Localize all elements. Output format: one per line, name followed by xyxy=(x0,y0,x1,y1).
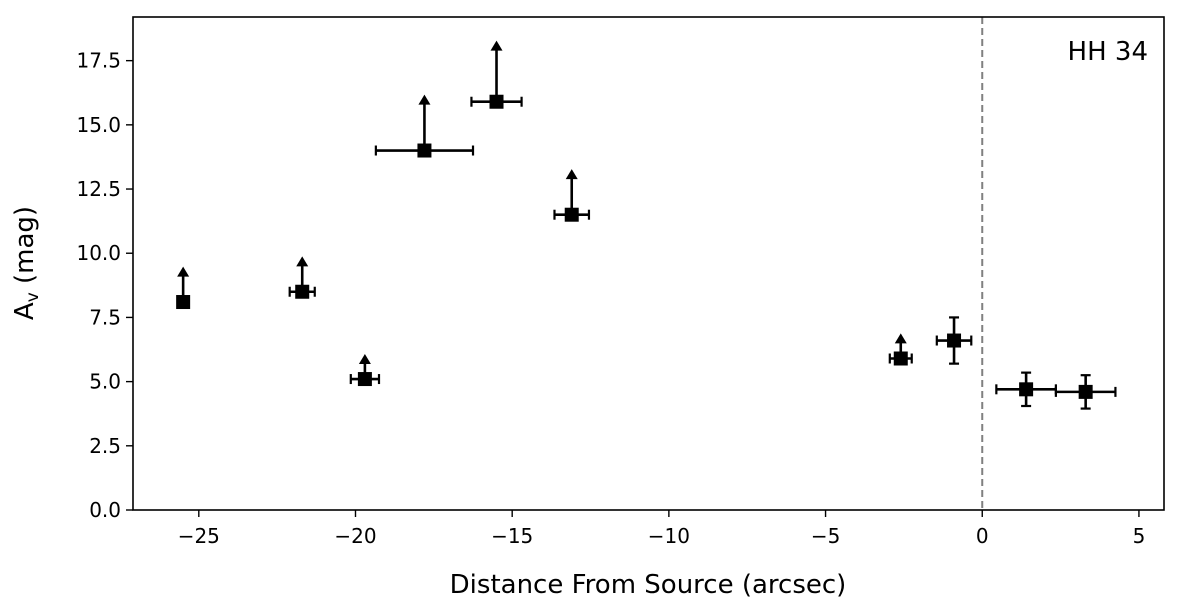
data-point xyxy=(888,333,913,366)
lower-limit-arrow-head xyxy=(177,266,190,277)
y-tick-label: 10.0 xyxy=(76,241,121,265)
data-point xyxy=(374,94,475,158)
x-tick-label: −25 xyxy=(178,524,220,548)
square-marker xyxy=(295,284,310,299)
lower-limit-arrow-head xyxy=(565,169,578,180)
data-point xyxy=(553,169,591,222)
plot-frame xyxy=(132,16,1165,511)
data-point xyxy=(176,266,191,310)
chart-marks xyxy=(176,17,1117,510)
square-marker xyxy=(564,207,579,222)
x-tick-label: −15 xyxy=(491,524,533,548)
panel-annotation: HH 34 xyxy=(1068,37,1148,67)
square-marker xyxy=(893,351,908,366)
y-axis: 0.0 2.5 5.0 7.5 10.0 12.5 15.0 17.5 xyxy=(76,49,133,522)
data-point xyxy=(470,40,523,109)
y-tick-label: 0.0 xyxy=(89,498,121,522)
lower-limit-arrow-head xyxy=(894,333,907,344)
lower-limit-arrow-head xyxy=(490,40,503,51)
y-tick-label: 7.5 xyxy=(89,305,121,329)
square-marker xyxy=(947,333,962,348)
x-tick-label: −5 xyxy=(811,524,840,548)
y-axis-title: Av (mag) xyxy=(10,206,43,320)
data-point xyxy=(288,256,316,299)
y-tick-label: 5.0 xyxy=(89,370,121,394)
x-axis: −25 −20 −15 −10 −5 0 5 xyxy=(178,510,1146,548)
y-tick-label: 2.5 xyxy=(89,434,121,458)
x-tick-label: −20 xyxy=(334,524,376,548)
square-marker xyxy=(176,295,191,310)
square-marker xyxy=(1019,382,1034,397)
data-point xyxy=(995,371,1057,408)
x-tick-label: −10 xyxy=(648,524,690,548)
y-tick-label: 12.5 xyxy=(76,177,121,201)
y-tick-label: 17.5 xyxy=(76,49,121,73)
x-axis-title: Distance From Source (arcsec) xyxy=(450,570,847,600)
lower-limit-arrow-head xyxy=(418,94,431,105)
x-tick-label: 5 xyxy=(1133,524,1146,548)
data-point xyxy=(1054,374,1117,410)
square-marker xyxy=(417,143,432,158)
lower-limit-arrow-head xyxy=(358,353,371,364)
lower-limit-arrow-head xyxy=(296,256,309,267)
x-tick-label: 0 xyxy=(976,524,989,548)
square-marker xyxy=(357,372,372,387)
data-point xyxy=(935,316,973,365)
y-tick-label: 15.0 xyxy=(76,113,121,137)
data-point xyxy=(349,353,381,387)
square-marker xyxy=(1078,384,1093,399)
square-marker xyxy=(489,94,504,109)
